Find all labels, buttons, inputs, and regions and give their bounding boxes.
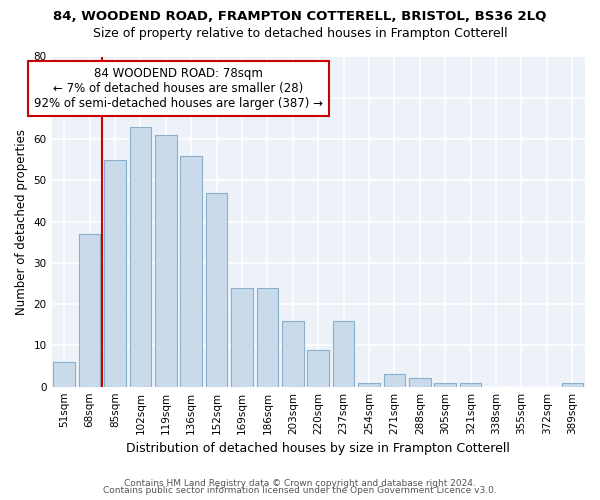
Bar xyxy=(181,156,202,386)
Bar xyxy=(104,160,126,386)
Bar xyxy=(155,135,176,386)
Bar xyxy=(79,234,100,386)
Bar xyxy=(562,382,583,386)
Bar xyxy=(307,350,329,387)
Bar xyxy=(333,320,355,386)
Bar xyxy=(460,382,481,386)
Bar xyxy=(53,362,75,386)
Bar xyxy=(383,374,405,386)
X-axis label: Distribution of detached houses by size in Frampton Cotterell: Distribution of detached houses by size … xyxy=(127,442,510,455)
Y-axis label: Number of detached properties: Number of detached properties xyxy=(15,128,28,314)
Bar xyxy=(231,288,253,386)
Bar xyxy=(409,378,431,386)
Bar xyxy=(358,382,380,386)
Bar xyxy=(130,126,151,386)
Text: Contains public sector information licensed under the Open Government Licence v3: Contains public sector information licen… xyxy=(103,486,497,495)
Bar xyxy=(257,288,278,386)
Bar xyxy=(206,192,227,386)
Text: 84, WOODEND ROAD, FRAMPTON COTTERELL, BRISTOL, BS36 2LQ: 84, WOODEND ROAD, FRAMPTON COTTERELL, BR… xyxy=(53,10,547,23)
Text: Contains HM Land Registry data © Crown copyright and database right 2024.: Contains HM Land Registry data © Crown c… xyxy=(124,478,476,488)
Text: 84 WOODEND ROAD: 78sqm
← 7% of detached houses are smaller (28)
92% of semi-deta: 84 WOODEND ROAD: 78sqm ← 7% of detached … xyxy=(34,67,323,110)
Text: Size of property relative to detached houses in Frampton Cotterell: Size of property relative to detached ho… xyxy=(92,28,508,40)
Bar xyxy=(282,320,304,386)
Bar xyxy=(434,382,456,386)
